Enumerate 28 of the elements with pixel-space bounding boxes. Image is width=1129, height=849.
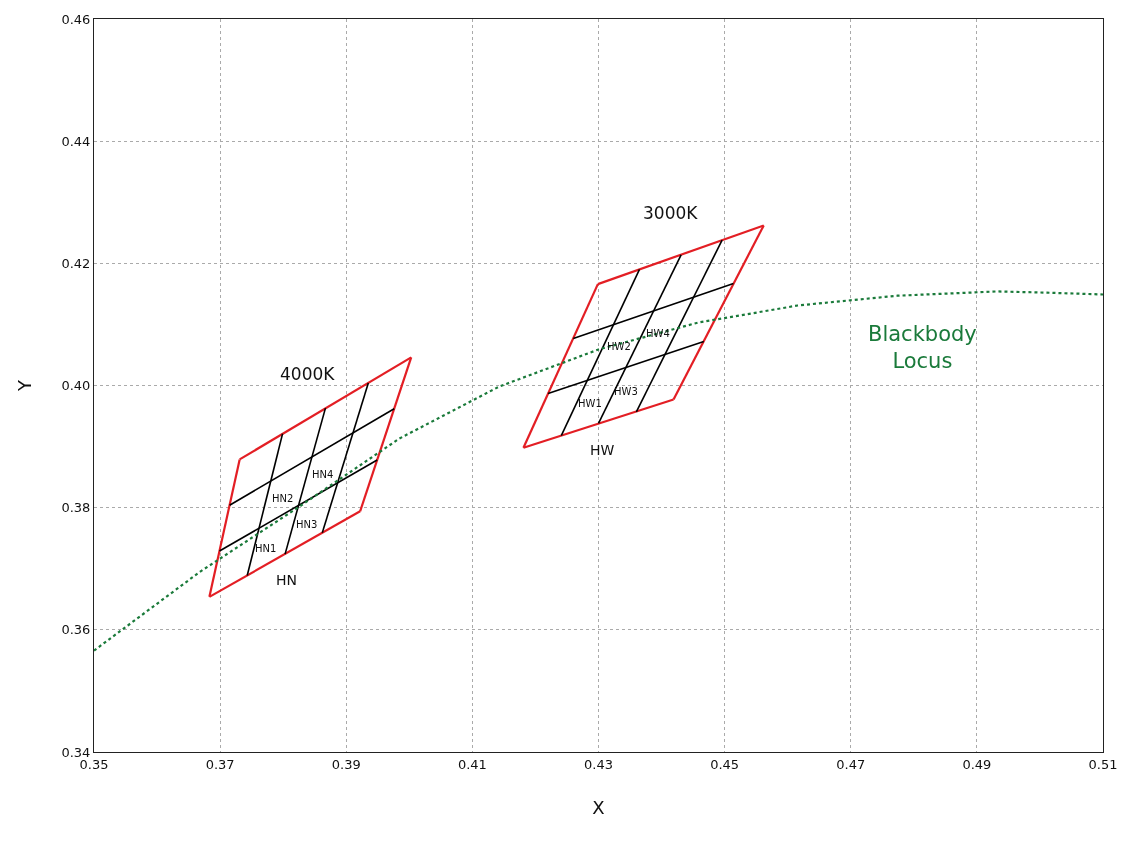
y-tick-label: 0.44 xyxy=(61,133,91,149)
x-tick-label: 0.41 xyxy=(457,756,487,772)
annotation: HW3 xyxy=(614,386,638,397)
annotation: HN3 xyxy=(296,519,318,530)
x-tick-label: 0.51 xyxy=(1088,756,1118,772)
y-tick-label: 0.36 xyxy=(61,622,91,638)
x-tick-label: 0.43 xyxy=(584,756,613,772)
x-tick-label: 0.37 xyxy=(205,756,235,772)
annotation: 4000K xyxy=(280,364,336,384)
annotation: HN xyxy=(276,572,297,588)
annotation: HW xyxy=(590,442,615,458)
x-tick-label: 0.49 xyxy=(962,756,992,772)
annotation: HN1 xyxy=(255,543,277,554)
x-axis-title: X xyxy=(592,796,605,818)
y-tick-label: 0.40 xyxy=(61,378,91,394)
y-axis-title: Y xyxy=(13,379,35,392)
annotation: HW1 xyxy=(578,398,602,409)
annotation: 3000K xyxy=(643,203,699,223)
annotation: HN4 xyxy=(312,469,334,480)
x-tick-label: 0.45 xyxy=(710,756,740,772)
y-tick-label: 0.38 xyxy=(61,500,91,516)
y-tick-label: 0.42 xyxy=(61,255,91,271)
x-tick-label: 0.39 xyxy=(331,756,361,772)
y-tick-label: 0.46 xyxy=(61,11,91,27)
annotation: HW2 xyxy=(607,341,631,352)
x-tick-label: 0.47 xyxy=(836,756,866,772)
annotation: HN2 xyxy=(272,493,294,504)
series-label: Blackbody Locus xyxy=(868,322,977,374)
